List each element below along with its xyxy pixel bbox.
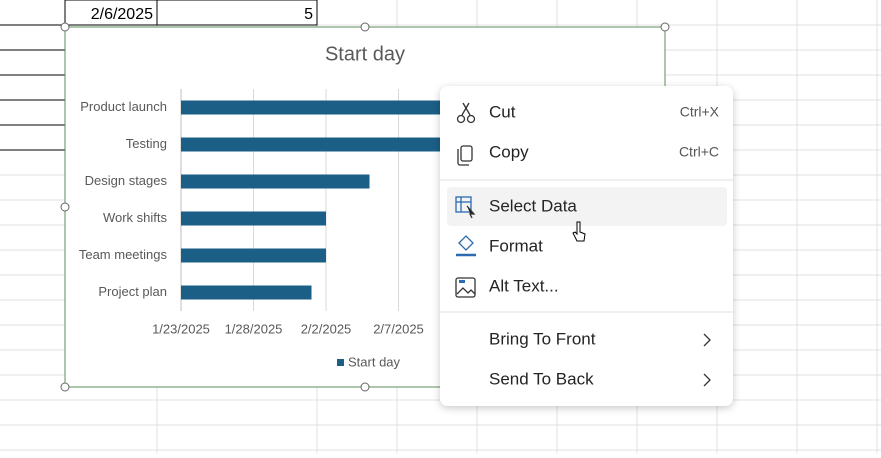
menu-item-label: Cut bbox=[489, 102, 516, 121]
x-tick-label: 1/23/2025 bbox=[152, 321, 210, 336]
alt-text-icon bbox=[455, 277, 476, 298]
bar bbox=[181, 211, 326, 226]
cursor bbox=[572, 221, 586, 242]
chevron bbox=[703, 373, 711, 387]
resize-handle[interactable] bbox=[660, 22, 670, 32]
menu-item-label: Format bbox=[489, 236, 543, 255]
x-tick-label: 1/28/2025 bbox=[225, 321, 283, 336]
format-icon bbox=[456, 235, 476, 257]
resize-handle[interactable] bbox=[60, 202, 70, 212]
x-tick-label: 2/7/2025 bbox=[373, 321, 424, 336]
legend-label: Start day bbox=[348, 354, 401, 369]
menu-item-label: Alt Text... bbox=[489, 276, 559, 295]
menu-item-label: Copy bbox=[489, 142, 529, 161]
resize-handle[interactable] bbox=[360, 382, 370, 392]
menu-shortcut: Ctrl+X bbox=[680, 104, 720, 120]
menu-item-label: Bring To Front bbox=[489, 329, 596, 348]
menu-panel bbox=[440, 86, 733, 406]
bar bbox=[181, 248, 326, 263]
cells: 2/6/2025 5 bbox=[64, 0, 318, 26]
handles bbox=[60, 22, 670, 392]
cell-text: 2/6/2025 bbox=[91, 6, 153, 23]
menu-highlight bbox=[447, 187, 727, 226]
y-tick-label: Work shifts bbox=[103, 210, 168, 225]
chart-title: Start day bbox=[325, 43, 405, 65]
x-tick-label: 2/2/2025 bbox=[301, 321, 352, 336]
menu-item-label: Select Data bbox=[489, 196, 577, 215]
select-data-icon bbox=[455, 196, 476, 219]
menu-item-label: Send To Back bbox=[489, 369, 594, 388]
y-tick-label: Product launch bbox=[80, 99, 167, 114]
context-menu: Cut Ctrl+X Copy Ctrl+C Select Data Format Alt … bbox=[440, 86, 733, 406]
y-tick-label: Design stages bbox=[85, 173, 168, 188]
bar bbox=[181, 137, 471, 152]
cell-text: 5 bbox=[304, 6, 313, 23]
resize-handle[interactable] bbox=[360, 22, 370, 32]
resize-handle[interactable] bbox=[60, 22, 70, 32]
menu-items: Cut Ctrl+X Copy Ctrl+C Select Data Format Alt … bbox=[489, 102, 720, 388]
resize-handle[interactable] bbox=[60, 382, 70, 392]
y-tick-label: Testing bbox=[126, 136, 167, 151]
chevron bbox=[703, 333, 711, 347]
menu-shortcut: Ctrl+C bbox=[679, 144, 719, 160]
y-tick-label: Project plan bbox=[98, 284, 167, 299]
bar bbox=[181, 285, 312, 300]
icons bbox=[455, 102, 711, 387]
cut-icon bbox=[456, 102, 476, 124]
copy-icon bbox=[457, 145, 473, 166]
bar bbox=[181, 100, 486, 115]
bar bbox=[181, 174, 370, 189]
y-tick-label: Team meetings bbox=[79, 247, 168, 262]
cell[interactable] bbox=[156, 0, 318, 26]
legend-swatch bbox=[337, 359, 344, 366]
